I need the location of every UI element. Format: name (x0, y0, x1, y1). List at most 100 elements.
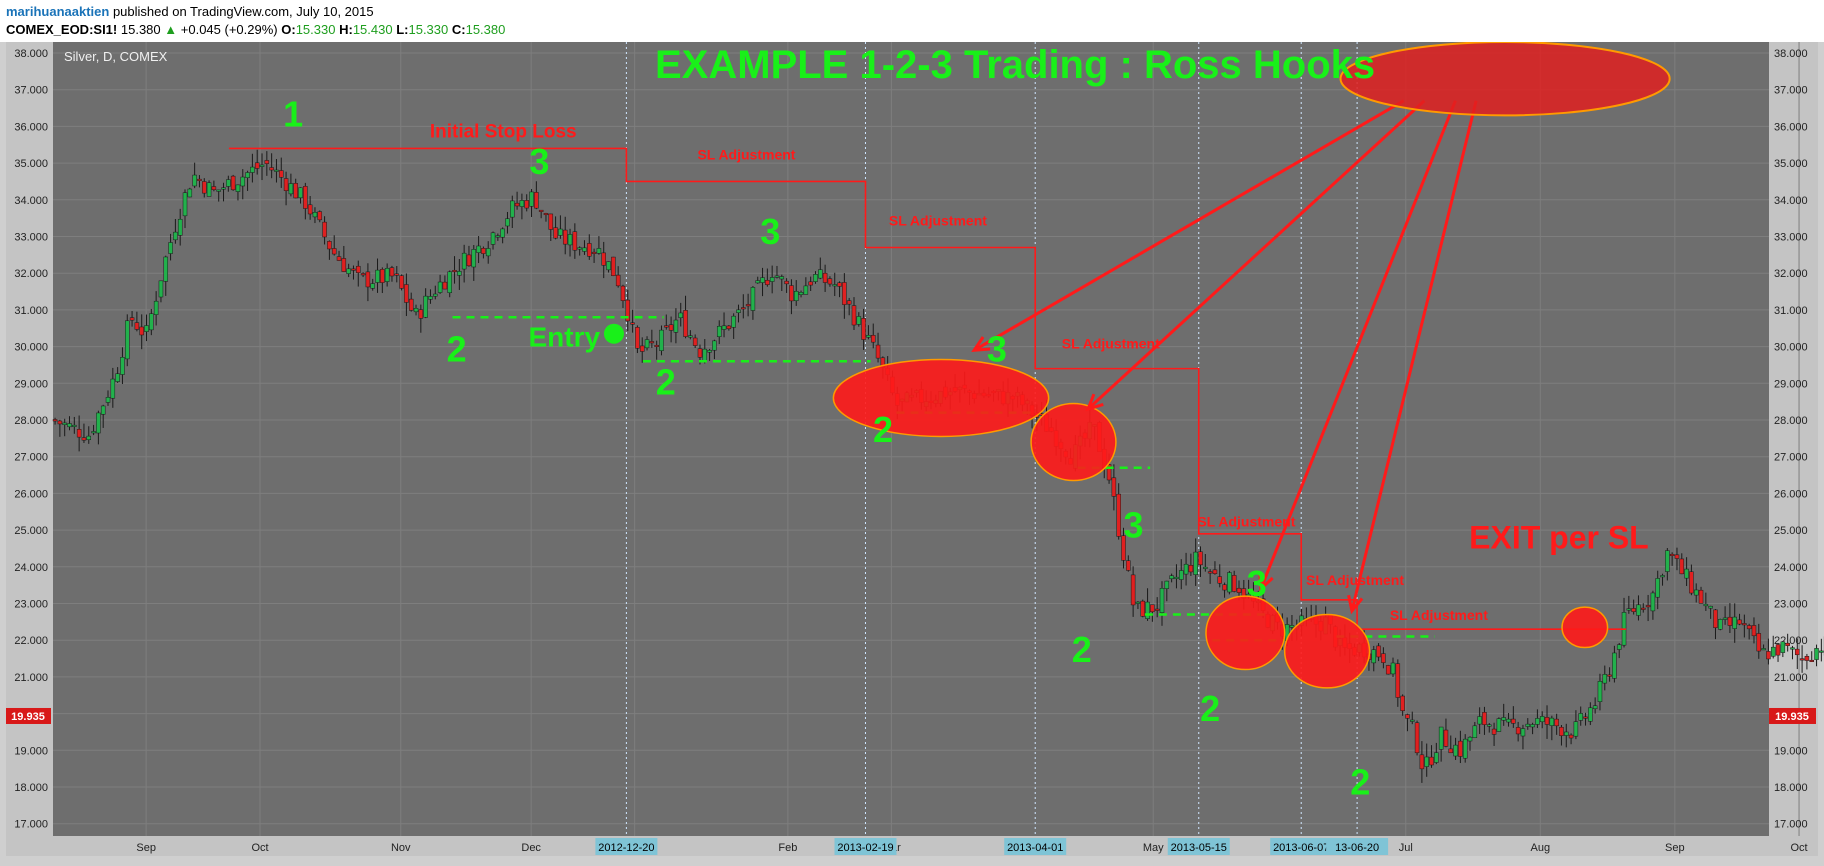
candle-body (1669, 553, 1675, 556)
candle-body (476, 245, 481, 253)
y-tick-label-left: 31.000 (14, 305, 48, 317)
y-tick-label-right: 18.000 (1774, 782, 1808, 794)
y-tick-label-left: 18.000 (14, 782, 48, 794)
candle-body (798, 292, 804, 295)
candle-body (1169, 575, 1174, 580)
pattern-point-label: 3 (529, 141, 549, 182)
candle-body (534, 192, 539, 209)
candle-body (1650, 592, 1656, 612)
candle-body (1130, 574, 1136, 606)
candle-body (86, 435, 92, 440)
close-label: C: (451, 22, 466, 37)
candle-body (779, 276, 785, 280)
candle-body (1198, 551, 1203, 566)
candle-body (139, 326, 144, 336)
candle-body (731, 315, 736, 328)
candle-body (716, 325, 722, 337)
candle-body (293, 183, 298, 199)
candle-body (1573, 721, 1579, 737)
hook-ellipse (1030, 402, 1117, 482)
y-tick-label-right: 26.000 (1774, 488, 1808, 500)
plot-area[interactable] (6, 42, 1818, 856)
price-chart[interactable]: 38.000 38.000 37.000 37.000 36.000 36.000 35.0… (0, 42, 1824, 866)
x-tick-label: Feb (778, 842, 797, 854)
hook-arrow-head (1085, 393, 1104, 412)
x-tick-label: May (1143, 842, 1164, 854)
candle-body (1588, 707, 1593, 722)
candle-body (1684, 568, 1689, 579)
candle-body (490, 232, 496, 245)
price-axis-right[interactable] (1769, 42, 1818, 836)
candle-body (726, 325, 732, 330)
candle-body (514, 202, 520, 207)
candle-body (1626, 608, 1632, 611)
candle-body (1689, 571, 1694, 594)
candle-body (1761, 648, 1766, 651)
candle-body (813, 274, 818, 282)
x-tick-label: Sep (136, 842, 156, 854)
candle-body (1665, 550, 1670, 572)
low-label: L: (396, 22, 409, 37)
candle-body (1756, 633, 1762, 652)
candle-body (437, 281, 443, 293)
candle-body (510, 200, 515, 218)
candle-body (644, 339, 650, 349)
candle-body (226, 179, 231, 187)
candle-body (206, 182, 212, 197)
date-markers: 2012-12-20 2013-02-19 2013-04-01 2013-05-15… (595, 42, 1389, 855)
x-tick-label: Nov (391, 842, 411, 854)
price-axis-left[interactable] (6, 42, 53, 836)
hook-arrow-shaft (1259, 100, 1457, 590)
pattern-point-label: 3 (1124, 504, 1144, 545)
candle-body (866, 335, 871, 338)
candle-body (81, 437, 87, 441)
y-tick-label-right: 21.000 (1774, 672, 1808, 684)
candle-body (567, 234, 573, 246)
candle-body (288, 183, 294, 195)
candle-body (134, 322, 140, 330)
candle-body (1203, 566, 1208, 569)
candle-body (615, 274, 621, 287)
candle-body (399, 275, 404, 289)
candle-body (1602, 674, 1608, 684)
close-value: 15.380 (465, 22, 506, 37)
annotation-label: SL Adjustment (889, 212, 987, 228)
candle-body (1660, 575, 1665, 578)
candle-body (1742, 623, 1747, 626)
candle-body (673, 319, 679, 333)
candle-body (1381, 653, 1386, 663)
candle-body (269, 167, 274, 171)
date-marker-badge (595, 838, 658, 855)
candle-body (408, 298, 414, 311)
candle-body (1193, 551, 1198, 575)
pattern-point-label: 2 (656, 361, 676, 402)
candle-body (433, 293, 438, 297)
hook-ellipse (1283, 613, 1371, 689)
candle-body (485, 248, 491, 257)
y-tick-label-left: 22.000 (14, 635, 48, 647)
candle-body (784, 280, 789, 285)
candle-body (861, 318, 866, 340)
candle-body (500, 228, 505, 238)
author-link[interactable]: marihuanaaktien (6, 4, 110, 19)
y-tick-label-left: 32.000 (14, 268, 48, 280)
candle-body (601, 252, 606, 266)
y-tick-label-left: 25.000 (14, 525, 48, 537)
candle-body (1708, 605, 1713, 609)
candle-body (688, 335, 693, 338)
candle-body (466, 254, 472, 267)
candle-body (625, 299, 631, 322)
annotation-label: SL Adjustment (1197, 513, 1295, 529)
stop-loss-path (228, 147, 1627, 630)
date-marker-badge (1326, 838, 1389, 855)
candle-body (1655, 578, 1660, 598)
candle-body (1135, 601, 1141, 604)
candle-body (1217, 576, 1223, 584)
candle-body (389, 267, 395, 277)
candle-body (519, 200, 525, 207)
candle-body (1785, 642, 1790, 646)
annotation-label: Initial Stop Loss (430, 121, 577, 142)
candle-body (1641, 607, 1646, 610)
y-tick-label-right: 31.000 (1774, 305, 1808, 317)
symbol-name[interactable]: COMEX_EOD:SI1! (6, 22, 118, 37)
